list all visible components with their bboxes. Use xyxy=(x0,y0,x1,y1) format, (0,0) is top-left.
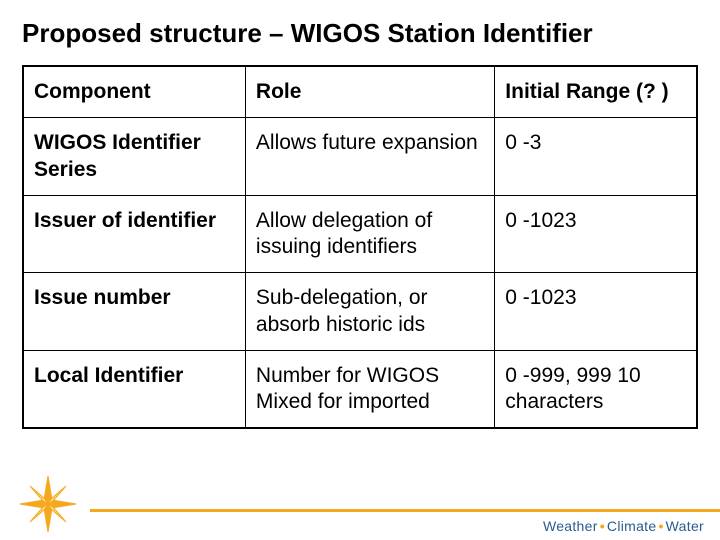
footer-weather: Weather xyxy=(543,518,598,534)
table-row: Issuer of identifier Allow delegation of… xyxy=(23,195,697,273)
cell-component: Issue number xyxy=(23,273,245,351)
footer-climate: Climate xyxy=(607,518,657,534)
cell-range: 0 -3 xyxy=(495,118,697,196)
table-row: WIGOS Identifier Series Allows future ex… xyxy=(23,118,697,196)
slide-footer: Weather•Climate•Water xyxy=(0,488,720,540)
footer-brand-text: Weather•Climate•Water xyxy=(543,518,704,534)
structure-table: Component Role Initial Range (? ) WIGOS … xyxy=(22,65,698,429)
cell-role: Number for WIGOS Mixed for imported xyxy=(245,350,494,428)
footer-divider xyxy=(90,509,720,512)
dot-icon: • xyxy=(656,518,665,534)
header-range: Initial Range (? ) xyxy=(495,66,697,118)
header-component: Component xyxy=(23,66,245,118)
dot-icon: • xyxy=(598,518,607,534)
cell-role: Allow delegation of issuing identifiers xyxy=(245,195,494,273)
footer-water: Water xyxy=(666,518,704,534)
compass-icon xyxy=(18,474,78,534)
slide-title: Proposed structure – WIGOS Station Ident… xyxy=(22,18,698,49)
cell-component: Issuer of identifier xyxy=(23,195,245,273)
cell-range: 0 -1023 xyxy=(495,273,697,351)
cell-role: Sub-delegation, or absorb historic ids xyxy=(245,273,494,351)
header-role: Role xyxy=(245,66,494,118)
table-row: Local Identifier Number for WIGOS Mixed … xyxy=(23,350,697,428)
cell-role: Allows future expansion xyxy=(245,118,494,196)
slide-container: Proposed structure – WIGOS Station Ident… xyxy=(0,0,720,540)
table-header-row: Component Role Initial Range (? ) xyxy=(23,66,697,118)
cell-range: 0 -1023 xyxy=(495,195,697,273)
cell-range: 0 -999, 999 10 characters xyxy=(495,350,697,428)
cell-component: Local Identifier xyxy=(23,350,245,428)
cell-component: WIGOS Identifier Series xyxy=(23,118,245,196)
table-row: Issue number Sub-delegation, or absorb h… xyxy=(23,273,697,351)
